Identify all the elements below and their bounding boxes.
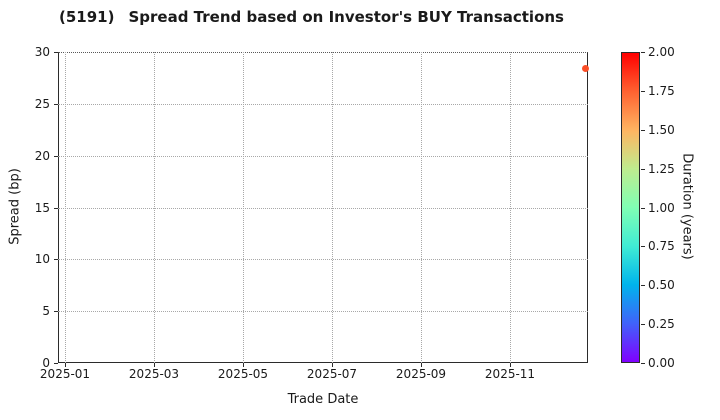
colorbar-tick-label: 1.00 — [648, 201, 675, 215]
x-tick-label: 2025-07 — [306, 367, 358, 381]
y-tick-mark — [54, 363, 58, 364]
colorbar-tick-mark — [641, 246, 645, 247]
h-gridline — [58, 156, 588, 157]
data-point — [582, 65, 589, 72]
chart-title-text: Spread Trend based on Investor's BUY Tra… — [128, 8, 564, 26]
colorbar-tick-label: 1.75 — [648, 84, 675, 98]
y-tick-label: 20 — [34, 149, 50, 163]
v-gridline — [332, 52, 333, 363]
y-tick-label: 30 — [34, 45, 50, 59]
y-tick-mark — [54, 104, 58, 105]
colorbar-tick-mark — [641, 285, 645, 286]
x-tick-label: 2025-05 — [217, 367, 269, 381]
y-tick-label: 10 — [34, 252, 50, 266]
h-gridline — [58, 259, 588, 260]
x-tick-label: 2025-11 — [484, 367, 536, 381]
y-tick-label: 5 — [42, 304, 50, 318]
h-gridline — [58, 104, 588, 105]
h-gridline — [58, 208, 588, 209]
colorbar-tick-label: 2.00 — [648, 45, 675, 59]
v-gridline — [510, 52, 511, 363]
x-tick-label: 2025-01 — [39, 367, 91, 381]
v-gridline — [243, 52, 244, 363]
v-gridline — [65, 52, 66, 363]
v-gridline — [421, 52, 422, 363]
y-tick-mark — [54, 311, 58, 312]
x-tick-mark — [243, 363, 244, 367]
colorbar-tick-label: 1.25 — [648, 162, 675, 176]
colorbar-tick-label: 0.50 — [648, 278, 675, 292]
x-tick-mark — [65, 363, 66, 367]
v-gridline — [154, 52, 155, 363]
y-tick-mark — [54, 156, 58, 157]
colorbar-tick-label: 1.50 — [648, 123, 675, 137]
y-tick-label: 0 — [42, 356, 50, 370]
x-tick-mark — [332, 363, 333, 367]
colorbar-tick-mark — [641, 324, 645, 325]
x-tick-mark — [510, 363, 511, 367]
y-tick-mark — [54, 208, 58, 209]
colorbar-tick-mark — [641, 169, 645, 170]
y-tick-mark — [54, 52, 58, 53]
colorbar-tick-mark — [641, 208, 645, 209]
y-tick-label: 25 — [34, 97, 50, 111]
colorbar — [621, 52, 640, 363]
x-axis-label: Trade Date — [287, 392, 359, 407]
colorbar-tick-mark — [641, 363, 645, 364]
x-tick-mark — [421, 363, 422, 367]
ticker-code: (5191) — [59, 8, 115, 26]
colorbar-tick-mark — [641, 130, 645, 131]
colorbar-tick-label: 0.25 — [648, 317, 675, 331]
x-tick-label: 2025-03 — [128, 367, 180, 381]
y-tick-label: 15 — [34, 201, 50, 215]
colorbar-tick-label: 0.00 — [648, 356, 675, 370]
colorbar-tick-label: 0.75 — [648, 239, 675, 253]
h-gridline — [58, 311, 588, 312]
x-tick-mark — [154, 363, 155, 367]
y-tick-mark — [54, 259, 58, 260]
chart-title: (5191) Spread Trend based on Investor's B… — [59, 8, 564, 26]
colorbar-tick-mark — [641, 52, 645, 53]
x-tick-label: 2025-09 — [395, 367, 447, 381]
colorbar-tick-mark — [641, 91, 645, 92]
